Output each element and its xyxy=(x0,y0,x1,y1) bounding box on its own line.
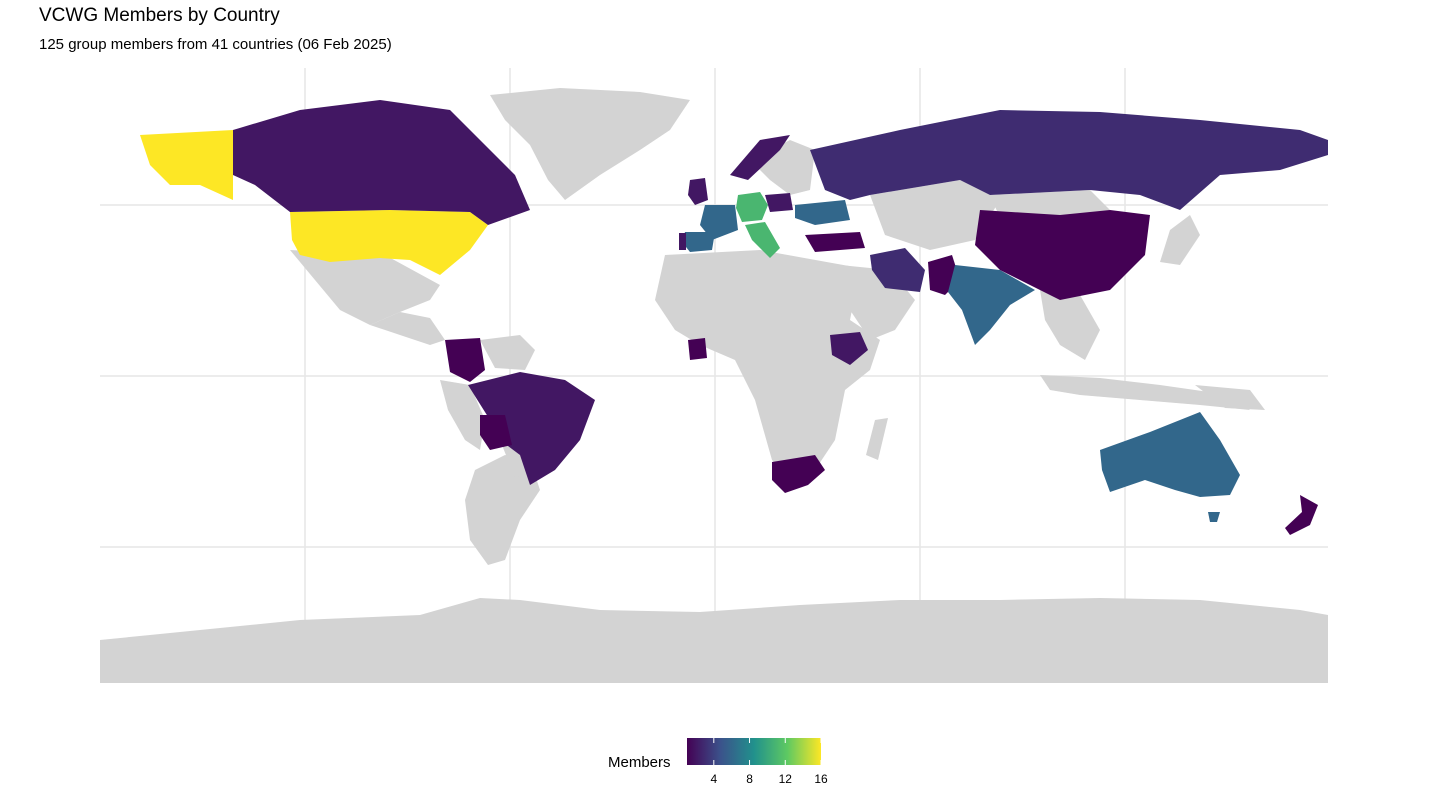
legend-tick-label: 4 xyxy=(710,772,718,786)
country-south-africa xyxy=(772,455,825,493)
country-portugal xyxy=(679,233,686,250)
country-poland xyxy=(765,193,793,212)
country-united-kingdom xyxy=(688,178,708,205)
country-japan xyxy=(1160,215,1200,265)
country-new-zealand xyxy=(1285,495,1318,535)
country-ethiopia xyxy=(830,332,868,365)
country-colombia xyxy=(445,338,485,382)
country-cote-divoire xyxy=(688,338,707,360)
legend-colorbar xyxy=(687,738,821,765)
country-mexico xyxy=(290,250,440,325)
country-india xyxy=(948,265,1035,345)
country-madagascar xyxy=(866,418,888,460)
country-new-guinea xyxy=(1195,385,1265,410)
country-germany xyxy=(736,192,768,222)
country-southeast-asia xyxy=(1040,290,1100,360)
country-argentina-chile xyxy=(465,455,540,565)
country-africa xyxy=(655,250,880,480)
country-peru xyxy=(440,380,485,450)
map-title: VCWG Members by Country xyxy=(39,5,280,26)
legend-tick-label: 12 xyxy=(778,772,792,786)
country-united-states xyxy=(290,210,488,275)
country-russia xyxy=(810,110,1328,210)
country-central-america xyxy=(370,312,445,345)
country-indonesia xyxy=(1040,375,1250,410)
country-france xyxy=(700,205,738,240)
country-turkey xyxy=(805,232,865,252)
country-australia-tasmania xyxy=(1208,512,1220,522)
legend-tick-label: 8 xyxy=(746,772,753,786)
country-brazil xyxy=(468,372,595,485)
land-no-data xyxy=(100,88,1328,683)
country-bolivia xyxy=(480,415,512,450)
country-venezuela xyxy=(480,335,535,370)
country-italy xyxy=(745,222,780,258)
country-norway xyxy=(730,135,790,180)
map-subtitle: 125 group members from 41 countries (06 … xyxy=(39,36,392,53)
country-australia xyxy=(1100,412,1240,497)
country-iran xyxy=(870,248,925,292)
country-antarctica xyxy=(100,598,1328,683)
country-ukraine xyxy=(795,200,850,225)
country-china xyxy=(975,210,1150,300)
country-united-states-alaska xyxy=(140,130,233,200)
country-canada xyxy=(233,100,530,225)
legend-title: Members xyxy=(608,754,671,771)
country-spain xyxy=(682,232,715,252)
legend-tick-label: 16 xyxy=(814,772,828,786)
country-central-asia xyxy=(870,180,1000,250)
country-greenland xyxy=(490,88,690,200)
member-countries xyxy=(140,100,1328,535)
